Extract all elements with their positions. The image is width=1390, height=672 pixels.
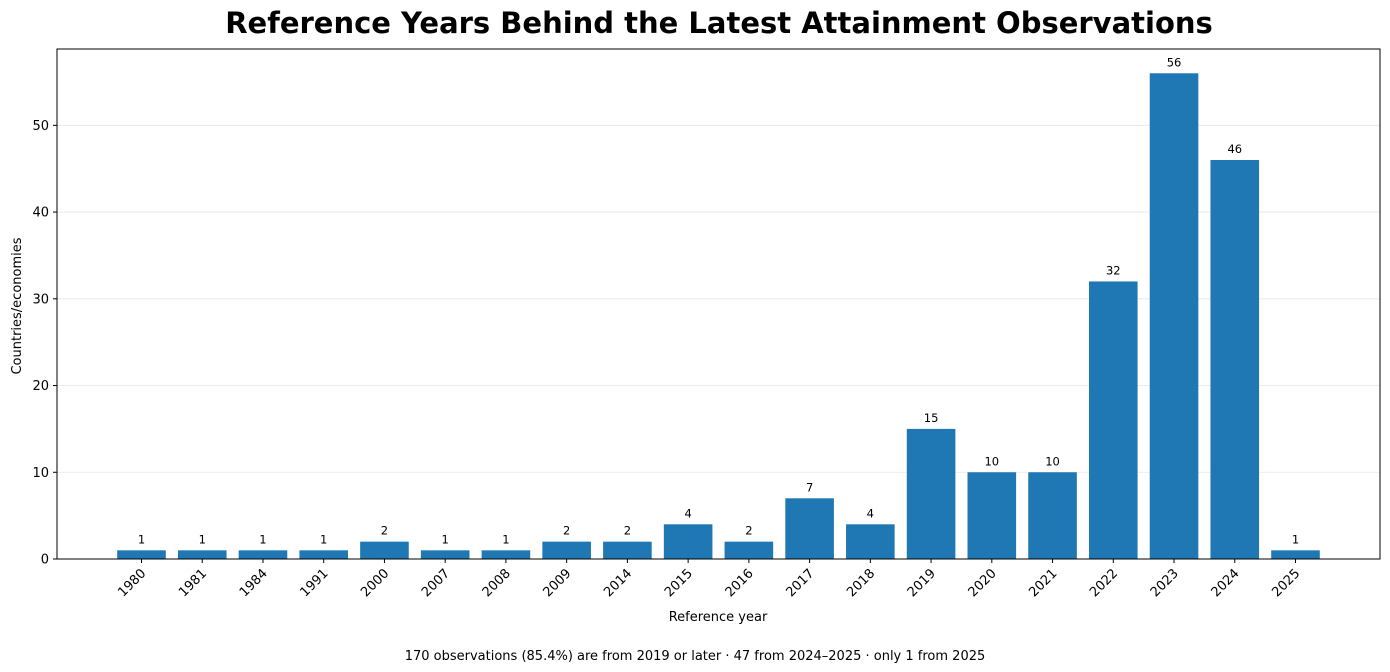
x-tick-label-2025: 2025 xyxy=(1269,566,1303,600)
x-tick-label-2009: 2009 xyxy=(540,566,574,600)
data-label-2024: 46 xyxy=(1227,142,1242,156)
x-tick-label-2014: 2014 xyxy=(601,566,635,600)
bar-2021 xyxy=(1028,472,1077,559)
data-label-1981: 1 xyxy=(199,532,206,546)
bar-2017 xyxy=(785,498,834,559)
x-tick-label-2023: 2023 xyxy=(1148,566,1182,600)
x-tick-label-2020: 2020 xyxy=(966,566,1000,600)
x-tick-label-2008: 2008 xyxy=(480,566,514,600)
x-tick-label-1984: 1984 xyxy=(237,566,271,600)
y-tick-label: 30 xyxy=(32,292,49,307)
data-label-2023: 56 xyxy=(1167,55,1182,69)
bar-2018 xyxy=(846,524,895,559)
data-label-2014: 2 xyxy=(624,524,631,538)
bar-2007 xyxy=(420,550,470,559)
x-axis: 1980 1981 1984 1991 2000 2007 2008 2009 2014 2015… xyxy=(115,559,1303,600)
bar-2020 xyxy=(967,472,1017,559)
x-tick-label-1981: 1981 xyxy=(176,566,210,600)
bar-2023 xyxy=(1149,73,1199,560)
data-label-2008: 1 xyxy=(502,532,509,546)
data-label-2007: 1 xyxy=(442,532,449,546)
bar-2019 xyxy=(906,428,956,559)
bar-2015 xyxy=(663,524,713,559)
bar-1984 xyxy=(238,550,288,559)
x-tick-label-2000: 2000 xyxy=(358,566,392,600)
data-label-2016: 2 xyxy=(745,524,752,538)
x-tick-label-2007: 2007 xyxy=(419,566,453,600)
x-tick-label-2015: 2015 xyxy=(662,566,696,600)
x-axis-label: Reference year xyxy=(669,610,768,625)
data-label-1991: 1 xyxy=(320,532,327,546)
y-axis: 0 10 20 30 40 50 xyxy=(32,119,57,568)
bar-2008 xyxy=(481,550,531,559)
x-tick-label-2024: 2024 xyxy=(1209,566,1243,600)
bars xyxy=(117,73,1320,560)
x-tick-label-2018: 2018 xyxy=(844,566,878,600)
data-label-2022: 32 xyxy=(1106,263,1121,277)
x-tick-label-2019: 2019 xyxy=(905,566,939,600)
x-tick-label-1980: 1980 xyxy=(115,566,149,600)
footnote: 170 observations (85.4%) are from 2019 o… xyxy=(405,649,986,664)
bar-2024 xyxy=(1210,160,1260,560)
data-label-1980: 1 xyxy=(138,532,145,546)
data-label-2021: 10 xyxy=(1045,454,1060,468)
data-label-2015: 4 xyxy=(684,506,691,520)
data-label-2000: 2 xyxy=(381,524,388,538)
data-label-2025: 1 xyxy=(1292,532,1299,546)
bar-2016 xyxy=(724,541,774,559)
bar-2022 xyxy=(1088,281,1138,559)
bar-1981 xyxy=(177,550,227,559)
x-tick-label-2022: 2022 xyxy=(1087,566,1121,600)
data-labels: 1 1 1 1 2 1 1 2 2 4 2 7 4 15 10 10 32 56 46 1 xyxy=(138,55,1299,546)
bar-2025 xyxy=(1271,550,1320,559)
y-axis-label: Countries/economies xyxy=(10,237,25,374)
bar-1980 xyxy=(117,550,166,559)
x-tick-label-1991: 1991 xyxy=(298,566,332,600)
data-label-2019: 15 xyxy=(924,411,939,425)
data-label-2009: 2 xyxy=(563,524,570,538)
bar-2009 xyxy=(542,541,591,559)
plot-frame xyxy=(56,48,1381,560)
chart-title: Reference Years Behind the Latest Attain… xyxy=(225,6,1213,40)
data-label-1984: 1 xyxy=(259,532,266,546)
data-label-2020: 10 xyxy=(984,454,999,468)
bar-2000 xyxy=(360,541,409,559)
bar-2014 xyxy=(603,541,652,559)
y-tick-label: 10 xyxy=(32,466,49,481)
data-label-2018: 4 xyxy=(867,506,874,520)
bar-1991 xyxy=(299,550,349,559)
y-tick-label: 40 xyxy=(32,206,49,221)
y-tick-label: 20 xyxy=(32,379,49,394)
y-tick-label: 0 xyxy=(41,553,49,568)
x-tick-label-2016: 2016 xyxy=(723,566,757,600)
x-tick-label-2021: 2021 xyxy=(1026,566,1060,600)
x-tick-label-2017: 2017 xyxy=(783,566,817,600)
y-tick-label: 50 xyxy=(32,119,49,134)
data-label-2017: 7 xyxy=(806,480,813,494)
